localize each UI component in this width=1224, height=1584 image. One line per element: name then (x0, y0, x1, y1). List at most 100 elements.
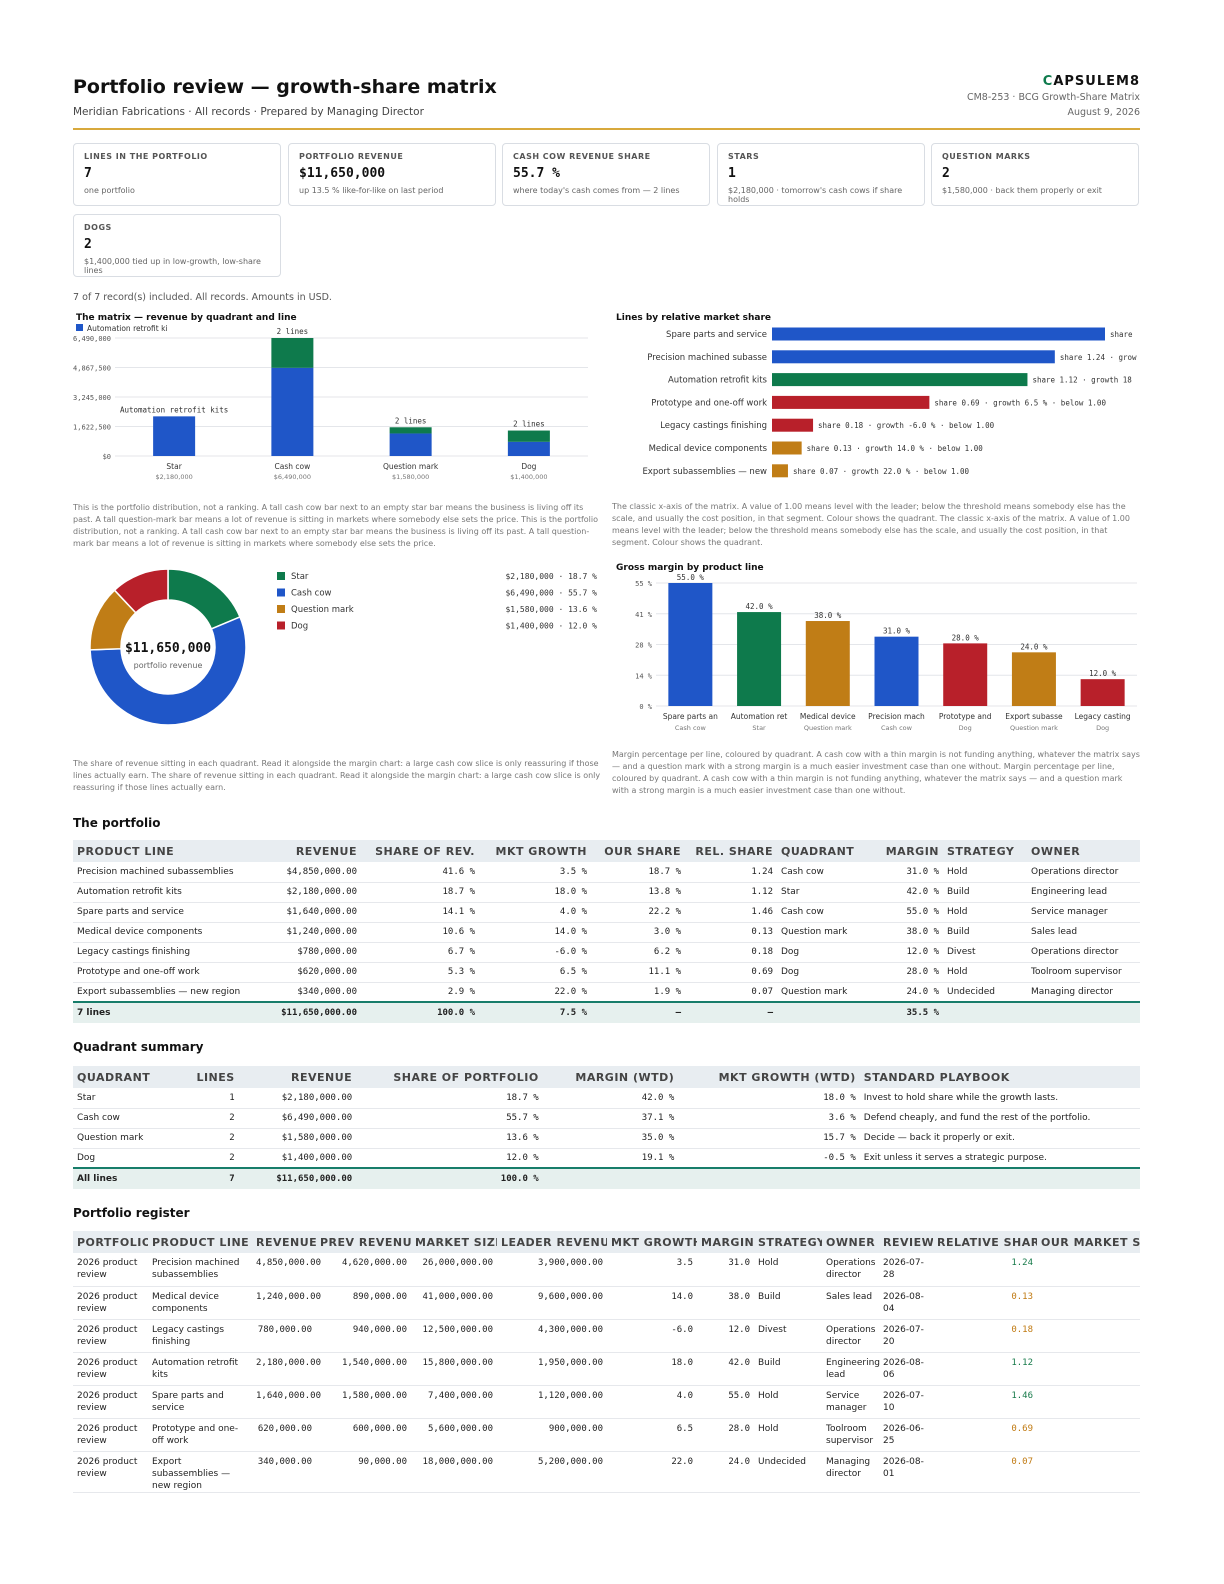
portfolio-table: PRODUCT LINE REVENUE SHARE OF REV. MKT GROW… (73, 840, 1140, 1023)
portfolio-total-cell: — (685, 1001, 777, 1023)
portfolio-cell: 18.7 % (361, 882, 479, 903)
register-cell: 2026-08-01 (879, 1451, 933, 1493)
register-cell: 4,620,000.00 (316, 1253, 411, 1287)
portfolio-cell: 1.12 (685, 882, 777, 903)
table-row: Medical device components $1,240,000.00 10… (73, 922, 1140, 943)
register-cell: 2026-07-10 (879, 1385, 933, 1419)
quadrant-total-cell: 7 (192, 1167, 239, 1189)
y-tick-label: $4,867,500 (73, 365, 111, 373)
portfolio-cell: 3.0 % (591, 922, 685, 943)
share-bar (772, 373, 1028, 387)
share-bar-label: share 0.18 · growth -6.0 % · below 1.00 (818, 421, 995, 430)
portfolio-cell: 4.0 % (479, 902, 591, 923)
quadrant-cell: $1,400,000.00 (238, 1148, 357, 1169)
register-cell: Undecided (754, 1451, 822, 1493)
portfolio-total-cell (1027, 1001, 1140, 1023)
quadrant-cell: 42.0 % (542, 1088, 679, 1109)
table-row: 2026 product review Legacy castings finis… (73, 1319, 1140, 1353)
portfolio-total-cell: 7 lines (73, 1001, 256, 1023)
x-category-total: $2,180,000 (156, 473, 193, 481)
table-row: Star 1 $2,180,000.00 18.7 % 42.0 % 18.0 % Inve… (73, 1088, 1140, 1109)
portfolio-header: OWNER (1027, 840, 1140, 862)
x-category-label: Prototype and (939, 712, 992, 721)
portfolio-cell: 13.8 % (591, 882, 685, 903)
portfolio-cell: 14.0 % (479, 922, 591, 943)
table-row: 2026 product review Prototype and one-off… (73, 1418, 1140, 1452)
x-category-total: $1,580,000 (392, 473, 429, 481)
register-cell: Spare parts and service (148, 1385, 252, 1419)
x-category-label: Star (166, 462, 182, 471)
quadrant-total-cell: All lines (73, 1167, 193, 1189)
quadrant-header: QUADRANT (73, 1066, 193, 1088)
kpi-card-question-marks: QUESTION MARKS 2 $1,580,000 · back them pr… (931, 143, 1139, 206)
portfolio-cell: 0.69 (685, 962, 777, 983)
register-cell: 5,600,000.00 (411, 1418, 497, 1452)
register-cell: 1,580,000.00 (316, 1385, 411, 1419)
portfolio-cell: Cash cow (777, 902, 873, 923)
quadrant-cell: 55.7 % (356, 1108, 543, 1129)
matrix-bar-segment (153, 416, 196, 456)
quadrant-cell: 13.6 % (356, 1128, 543, 1149)
register-cell: 2026-08-06 (879, 1352, 933, 1386)
x-quadrant-label: Question mark (804, 724, 852, 732)
table-row: 2026 product review Spare parts and servi… (73, 1385, 1140, 1419)
portfolio-cell: 55.0 % (873, 902, 943, 923)
register-cell: Export subassemblies — new region (148, 1451, 252, 1493)
share-bar-label: share (1110, 330, 1133, 339)
share-chart-note: The classic x-axis of the matrix. A valu… (612, 502, 1130, 547)
portfolio-cell: Hold (943, 902, 1027, 923)
register-cell: 4,850,000.00 (252, 1253, 321, 1287)
portfolio-cell: Dog (777, 942, 873, 963)
share-category-label: Legacy castings finishing (660, 421, 767, 431)
portfolio-cell: Legacy castings finishing (73, 942, 256, 963)
register-header: REVENUE (252, 1231, 316, 1253)
quadrant-cell: Star (73, 1088, 193, 1109)
share-category-label: Spare parts and service (666, 330, 767, 340)
matrix-revenue-chart: Automation retrofit ki $0 $1,622,500 $3,245… (73, 324, 588, 481)
share-bar-label: share 0.07 · growth 22.0 % · below 1.00 (793, 467, 970, 476)
table-row: Spare parts and service $1,640,000.00 14.1… (73, 902, 1140, 923)
y-tick-label: $0 (103, 453, 111, 461)
register-cell (1037, 1253, 1140, 1287)
donut-legend-value: $1,400,000 · 12.0 % (505, 622, 597, 631)
quadrant-cell: 15.7 % (678, 1128, 860, 1149)
portfolio-total-cell (943, 1001, 1027, 1023)
table-row: Legacy castings finishing $780,000.00 6.7 … (73, 942, 1140, 963)
portfolio-cell: Operations director (1027, 942, 1140, 963)
table-row: Precision machined subassemblies $4,850,0… (73, 862, 1140, 883)
portfolio-cell: Build (943, 922, 1027, 943)
portfolio-cell: 0.13 (685, 922, 777, 943)
report-page: Portfolio review — growth-share matrix M… (73, 70, 1140, 1493)
quadrant-header: STANDARD PLAYBOOK (859, 1066, 1140, 1088)
page-title: Portfolio review — growth-share matrix (73, 76, 497, 98)
register-cell: Medical device components (148, 1286, 252, 1320)
margin-bar-value: 28.0 % (952, 633, 980, 642)
x-category-label: Export subasse (1005, 712, 1063, 721)
donut-legend-swatch (277, 588, 285, 597)
portfolio-cell: Undecided (943, 982, 1027, 1003)
brand-logo: CAPSULEM8 (1042, 74, 1140, 89)
register-cell: 2026 product review (73, 1352, 148, 1386)
y-tick-label: 14 % (635, 672, 653, 680)
register-cell: 2026-06-25 (879, 1418, 933, 1452)
x-category-label: Legacy casting (1075, 712, 1131, 721)
quadrant-cell: $1,580,000.00 (238, 1128, 357, 1149)
register-cell: 1.12 (933, 1352, 1037, 1386)
register-cell: 38.0 (697, 1286, 754, 1320)
quadrant-cell: $2,180,000.00 (238, 1088, 357, 1109)
register-header: LEADER REVENUE (497, 1231, 607, 1253)
quadrant-cell: Decide — back it properly or exit. (859, 1128, 1140, 1149)
y-tick-label: 0 % (639, 703, 652, 711)
register-cell: 12,500,000.00 (411, 1319, 497, 1353)
register-header: OWNER (822, 1231, 879, 1253)
quadrant-cell: Question mark (73, 1128, 193, 1149)
portfolio-cell: $1,640,000.00 (256, 902, 361, 923)
portfolio-cell: 18.0 % (479, 882, 591, 903)
register-cell: Build (754, 1352, 822, 1386)
table-row: Export subassemblies — new region $340,00… (73, 982, 1140, 1003)
matrix-chart-note: This is the portfolio distribution, not … (73, 503, 599, 548)
register-cell: 1.46 (933, 1385, 1037, 1419)
quadrant-cell: 12.0 % (356, 1148, 543, 1169)
quadrant-total-cell (542, 1167, 679, 1189)
quadrant-cell: 3.6 % (678, 1108, 860, 1129)
